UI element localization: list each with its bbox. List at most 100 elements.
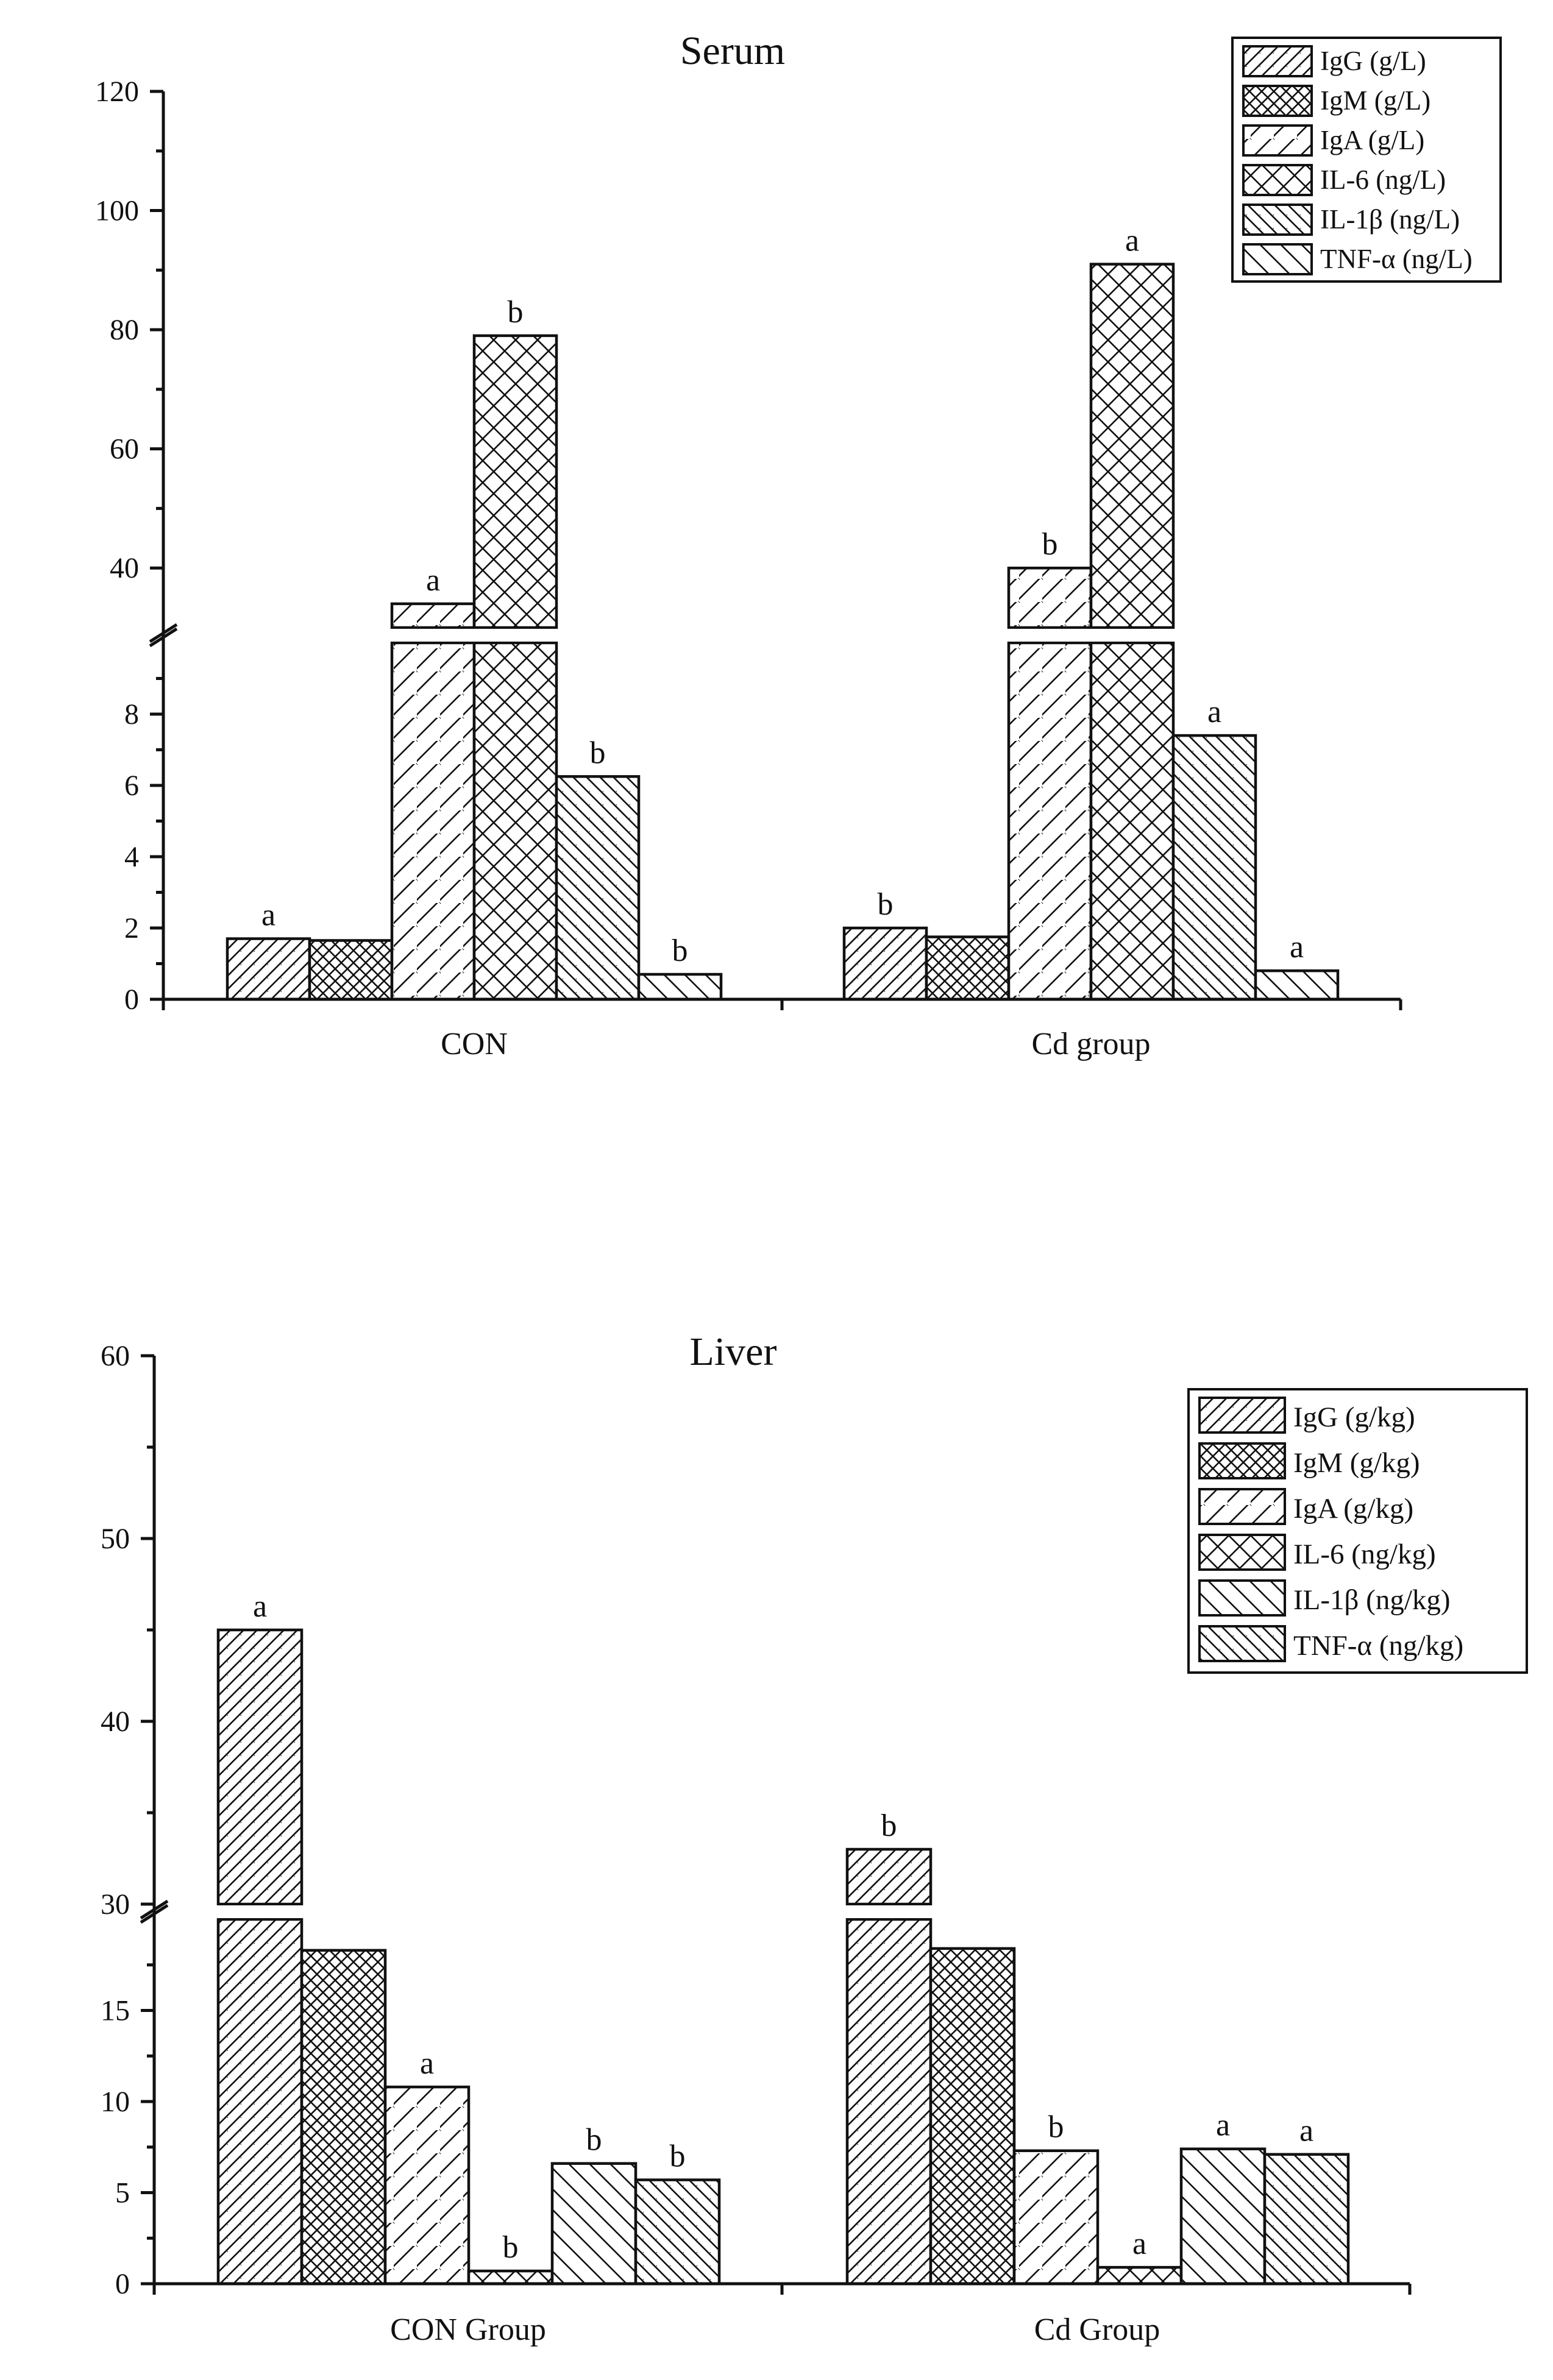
bar: [1179, 2147, 1267, 2286]
legend-box: [1231, 37, 1502, 283]
y-tick-label: 60: [110, 433, 139, 466]
legend-item: IL-6 (ng/L): [1242, 164, 1446, 196]
y-tick-label: 0: [124, 983, 139, 1016]
axis-break-gap: [216, 1905, 304, 1918]
bar: [1012, 2149, 1100, 2286]
bar: [226, 937, 311, 1001]
bar: [1254, 969, 1340, 1001]
legend-label: IL-6 (ng/kg): [1293, 1539, 1436, 1570]
bar: [634, 2178, 721, 2286]
y-tick-label: 10: [101, 2086, 130, 2118]
bar-group: [216, 1628, 304, 2286]
bar-lower: [1007, 641, 1093, 1001]
bar-group: [383, 2085, 471, 2286]
bar-group: [1254, 969, 1340, 1001]
bar-group: [1179, 2147, 1267, 2286]
legend-item: IgG (g/kg): [1198, 1397, 1415, 1434]
bar: [925, 935, 1011, 1001]
bar: [467, 2269, 554, 2286]
legend-swatch: [1242, 124, 1313, 157]
axis-break-gap: [1006, 629, 1093, 642]
legend-item: IgM (g/kg): [1198, 1442, 1420, 1479]
bar-group: [842, 926, 928, 1001]
significance-label: b: [670, 2139, 686, 2174]
bar-group: [389, 602, 477, 1001]
legend-item: IgA (g/L): [1242, 124, 1424, 157]
legend: IgG (g/kg) IgM (g/kg) IgA (g/kg) IL-6 (ng/k…: [1187, 1388, 1528, 1674]
legend-item: TNF-α (ng/kg): [1198, 1625, 1463, 1662]
bar: [300, 1949, 387, 2286]
serum-chart: Serum a b a b b a b a b a 0 2 4 6 8 40 60 80 100 120 CON Cd gr…: [95, 29, 1502, 1061]
y-tick-label: 40: [101, 1705, 130, 1738]
significance-label: b: [881, 1808, 897, 1843]
significance-label: b: [1048, 2110, 1064, 2145]
legend-item: IL-1β (ng/kg): [1198, 1579, 1451, 1617]
bar-group: [634, 2178, 721, 2286]
bar-lower: [1089, 641, 1175, 1001]
bar-group: [637, 972, 723, 1001]
bar-group: [925, 935, 1011, 1001]
bar: [1096, 2265, 1183, 2286]
legend-label: IL-1β (ng/kg): [1293, 1584, 1451, 1616]
legend-label: TNF-α (ng/L): [1320, 244, 1473, 274]
x-tick-label: Cd Group: [1034, 2312, 1160, 2347]
significance-label: a: [1132, 2226, 1146, 2261]
legend-item: TNF-α (ng/L): [1242, 243, 1473, 275]
legend-swatch: [1242, 164, 1313, 196]
axis-break-gap: [1089, 629, 1176, 642]
legend-label: TNF-α (ng/kg): [1293, 1630, 1463, 1662]
y-tick-label: 0: [115, 2268, 130, 2300]
y-tick-label: 60: [101, 1340, 130, 1372]
legend-label: IgM (g/kg): [1293, 1447, 1420, 1479]
y-tick-label: 80: [110, 314, 139, 346]
y-tick-label: 6: [124, 770, 139, 802]
bar: [390, 602, 476, 629]
legend-label: IgA (g/L): [1320, 125, 1424, 155]
bar: [472, 334, 558, 629]
axis-break-mark: [149, 623, 178, 648]
significance-label: a: [1216, 2108, 1230, 2143]
y-tick-label: 100: [95, 195, 139, 227]
legend-swatch: [1198, 1442, 1286, 1479]
legend-item: IgA (g/kg): [1198, 1488, 1413, 1525]
y-tick-label: 120: [95, 76, 139, 108]
legend-item: IgG (g/L): [1242, 45, 1426, 77]
bar-group: [929, 1947, 1016, 2286]
bar-group: [226, 937, 311, 1001]
significance-label: a: [1299, 2114, 1313, 2148]
bar-lower: [472, 641, 558, 1001]
y-tick-label: 2: [124, 912, 139, 944]
legend-label: IgA (g/kg): [1293, 1493, 1413, 1525]
chart-title: Liver: [690, 1330, 777, 1374]
bar-group: [300, 1949, 387, 2286]
legend-swatch: [1198, 1488, 1286, 1525]
legend-swatch: [1198, 1534, 1286, 1571]
significance-label: b: [586, 2123, 602, 2158]
significance-label: b: [590, 735, 606, 770]
bar: [845, 1847, 933, 1906]
significance-label: a: [420, 2046, 434, 2081]
y-tick-label: 40: [110, 552, 139, 584]
axis-break-gap: [472, 629, 559, 642]
bar-group: [1171, 734, 1257, 1001]
bar: [1263, 2153, 1350, 2286]
y-tick-label: 8: [124, 698, 139, 731]
bar: [842, 926, 928, 1001]
bar-group: [550, 2162, 638, 2286]
x-tick-label: Cd group: [1032, 1027, 1151, 1061]
legend-label: IgM (g/L): [1320, 85, 1430, 116]
legend-item: IL-1β (ng/L): [1242, 204, 1460, 236]
bar: [555, 775, 641, 1001]
axis-break-mark: [140, 1899, 169, 1924]
y-tick-label: 15: [101, 1995, 130, 2027]
legend-swatch: [1198, 1579, 1286, 1617]
bar: [1089, 263, 1175, 629]
significance-label: a: [1125, 224, 1139, 258]
bar-group: [1089, 263, 1176, 1001]
bar-lower: [845, 1918, 933, 2286]
significance-label: a: [426, 563, 440, 598]
significance-label: b: [672, 933, 688, 968]
bar-lower: [216, 1918, 304, 2286]
bar: [1171, 734, 1257, 1001]
legend-label: IL-1β (ng/L): [1320, 204, 1460, 235]
